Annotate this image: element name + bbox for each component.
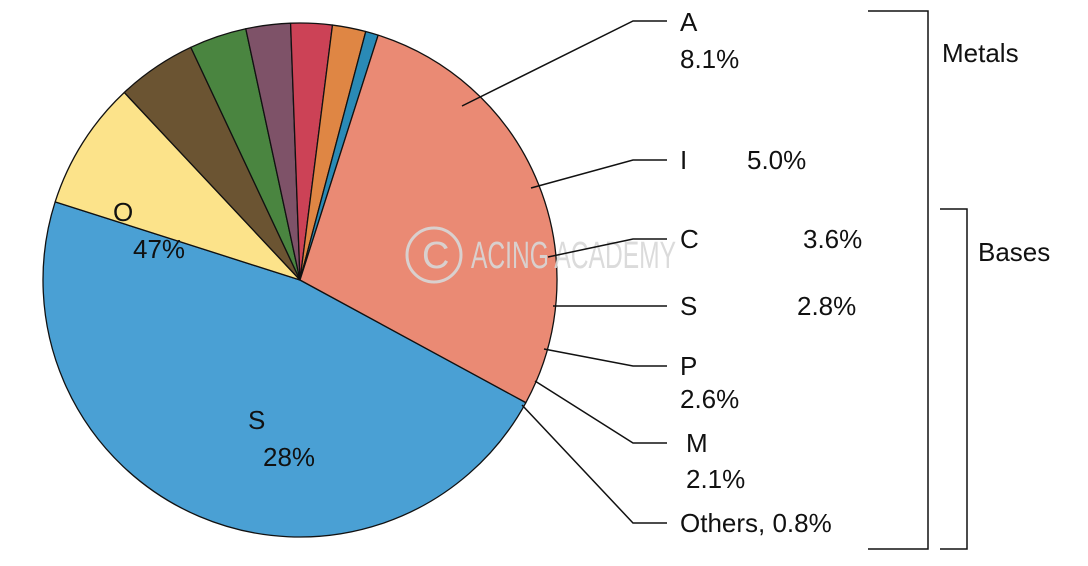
slice-label-i: I bbox=[680, 145, 687, 175]
slice-value-s-small: 2.8% bbox=[797, 291, 856, 321]
leader-line-m bbox=[534, 380, 667, 444]
slice-label-o: O bbox=[113, 197, 133, 227]
leader-line-a bbox=[461, 20, 667, 107]
leader-line-i bbox=[530, 159, 667, 189]
leader-line-p bbox=[543, 348, 667, 367]
leader-lines bbox=[461, 20, 667, 524]
bracket-bases bbox=[940, 208, 968, 550]
leader-line-c bbox=[547, 238, 667, 258]
slice-value-o: 47% bbox=[133, 234, 185, 264]
copyright-glyph: C bbox=[422, 235, 449, 277]
watermark-text: ACING ACADEMY bbox=[471, 235, 676, 277]
slice-value-i: 5.0% bbox=[747, 145, 806, 175]
leader-line-others bbox=[521, 404, 667, 524]
slice-value-s-large: 28% bbox=[263, 442, 315, 472]
slice-value-p: 2.6% bbox=[680, 384, 739, 414]
slice-label-others: Others, 0.8% bbox=[680, 508, 832, 538]
pie-slice-1 bbox=[54, 91, 301, 281]
slice-label-p: P bbox=[680, 351, 697, 381]
copyright-icon bbox=[405, 226, 463, 284]
slice-label-a: A bbox=[680, 7, 698, 37]
group-label-bases: Bases bbox=[978, 237, 1050, 267]
slice-label-s-small: S bbox=[680, 291, 697, 321]
group-label-metals: Metals bbox=[942, 38, 1019, 68]
slice-value-a: 8.1% bbox=[680, 44, 739, 74]
watermark: C ACING ACADEMY bbox=[405, 226, 676, 284]
slice-value-c: 3.6% bbox=[803, 224, 862, 254]
pie-slices bbox=[42, 22, 558, 538]
slice-label-c: C bbox=[680, 224, 699, 254]
slice-label-m: M bbox=[686, 428, 708, 458]
bracket-metals bbox=[868, 10, 929, 550]
slice-label-s-large: S bbox=[248, 405, 265, 435]
slice-value-m: 2.1% bbox=[686, 464, 745, 494]
pie-slice-0 bbox=[42, 201, 527, 538]
